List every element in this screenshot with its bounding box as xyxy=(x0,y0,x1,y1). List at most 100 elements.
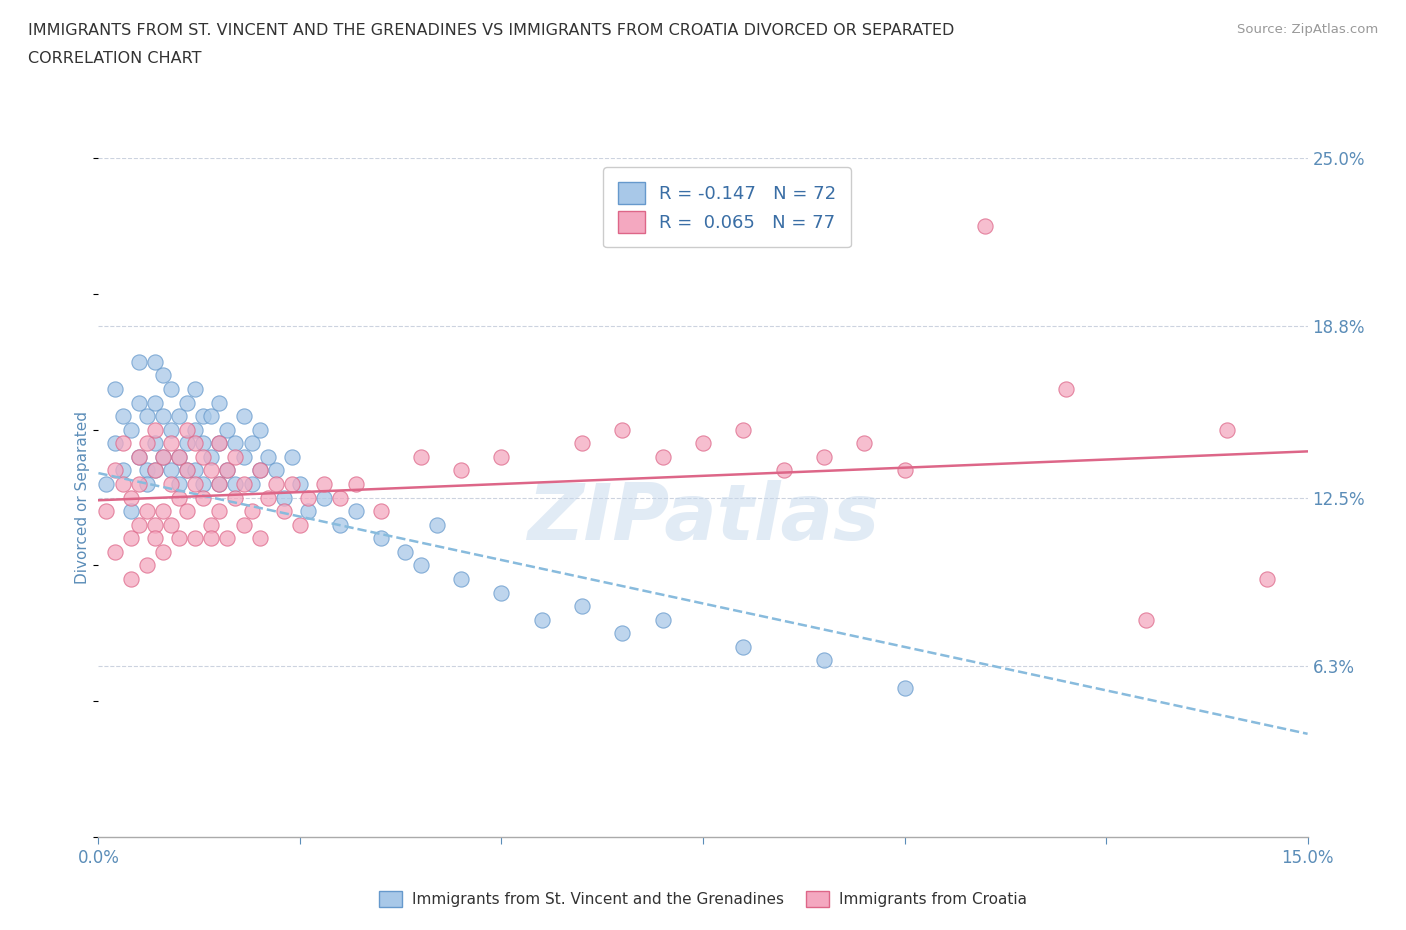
Point xyxy=(450,572,472,587)
Point xyxy=(208,436,231,451)
Point xyxy=(208,395,231,410)
Point xyxy=(273,490,295,505)
Point xyxy=(176,395,198,410)
Point xyxy=(232,517,254,532)
Y-axis label: Divorced or Separated: Divorced or Separated xyxy=(75,411,90,584)
Point xyxy=(143,422,166,437)
Point xyxy=(329,490,352,505)
Point xyxy=(217,422,239,437)
Text: ZIPatlas: ZIPatlas xyxy=(527,480,879,556)
Point xyxy=(128,476,150,491)
Point xyxy=(224,436,246,451)
Point xyxy=(193,408,215,423)
Point xyxy=(571,599,593,614)
Point xyxy=(409,449,432,464)
Point xyxy=(1216,422,1239,437)
Point xyxy=(240,504,263,519)
Legend: R = -0.147   N = 72, R =  0.065   N = 77: R = -0.147 N = 72, R = 0.065 N = 77 xyxy=(603,167,851,247)
Point xyxy=(167,449,190,464)
Point xyxy=(651,612,673,627)
Point xyxy=(120,422,142,437)
Point xyxy=(96,476,118,491)
Point xyxy=(297,490,319,505)
Point xyxy=(224,490,246,505)
Point xyxy=(974,219,997,233)
Point xyxy=(152,504,174,519)
Point xyxy=(240,436,263,451)
Point xyxy=(249,422,271,437)
Point xyxy=(160,436,183,451)
Point xyxy=(314,490,336,505)
Point xyxy=(1256,572,1278,587)
Point xyxy=(530,612,553,627)
Point xyxy=(111,436,134,451)
Point xyxy=(240,476,263,491)
Point xyxy=(249,463,271,478)
Point xyxy=(612,626,634,641)
Point xyxy=(281,476,304,491)
Point xyxy=(120,490,142,505)
Point xyxy=(208,436,231,451)
Point xyxy=(491,449,513,464)
Point xyxy=(111,408,134,423)
Point xyxy=(450,463,472,478)
Point xyxy=(184,436,207,451)
Point xyxy=(143,395,166,410)
Point xyxy=(264,476,287,491)
Point xyxy=(297,504,319,519)
Point xyxy=(103,463,125,478)
Point xyxy=(128,449,150,464)
Point xyxy=(135,558,157,573)
Point xyxy=(772,463,794,478)
Point xyxy=(208,476,231,491)
Point xyxy=(128,449,150,464)
Point xyxy=(111,463,134,478)
Point xyxy=(120,572,142,587)
Point xyxy=(232,408,254,423)
Point xyxy=(135,504,157,519)
Point xyxy=(344,504,367,519)
Point xyxy=(571,436,593,451)
Point xyxy=(184,531,207,546)
Point xyxy=(167,490,190,505)
Point xyxy=(208,476,231,491)
Point xyxy=(193,490,215,505)
Point xyxy=(176,463,198,478)
Point xyxy=(249,531,271,546)
Point xyxy=(176,422,198,437)
Point xyxy=(813,653,835,668)
Point xyxy=(135,436,157,451)
Point xyxy=(733,422,755,437)
Point xyxy=(288,476,311,491)
Point xyxy=(217,463,239,478)
Point xyxy=(167,476,190,491)
Point xyxy=(329,517,352,532)
Point xyxy=(281,449,304,464)
Point xyxy=(224,449,246,464)
Point xyxy=(184,463,207,478)
Point xyxy=(893,463,915,478)
Point xyxy=(193,436,215,451)
Point xyxy=(217,531,239,546)
Point xyxy=(184,476,207,491)
Point xyxy=(152,449,174,464)
Point xyxy=(128,395,150,410)
Point xyxy=(256,490,278,505)
Legend: Immigrants from St. Vincent and the Grenadines, Immigrants from Croatia: Immigrants from St. Vincent and the Gren… xyxy=(374,884,1032,913)
Point xyxy=(394,544,416,559)
Point xyxy=(193,449,215,464)
Point xyxy=(135,408,157,423)
Point xyxy=(200,449,222,464)
Point xyxy=(692,436,714,451)
Point xyxy=(232,476,254,491)
Point xyxy=(176,463,198,478)
Point xyxy=(893,680,915,695)
Point xyxy=(152,368,174,383)
Point xyxy=(184,381,207,396)
Point xyxy=(200,408,222,423)
Point xyxy=(135,463,157,478)
Point xyxy=(103,436,125,451)
Text: Source: ZipAtlas.com: Source: ZipAtlas.com xyxy=(1237,23,1378,36)
Point xyxy=(160,463,183,478)
Point xyxy=(135,476,157,491)
